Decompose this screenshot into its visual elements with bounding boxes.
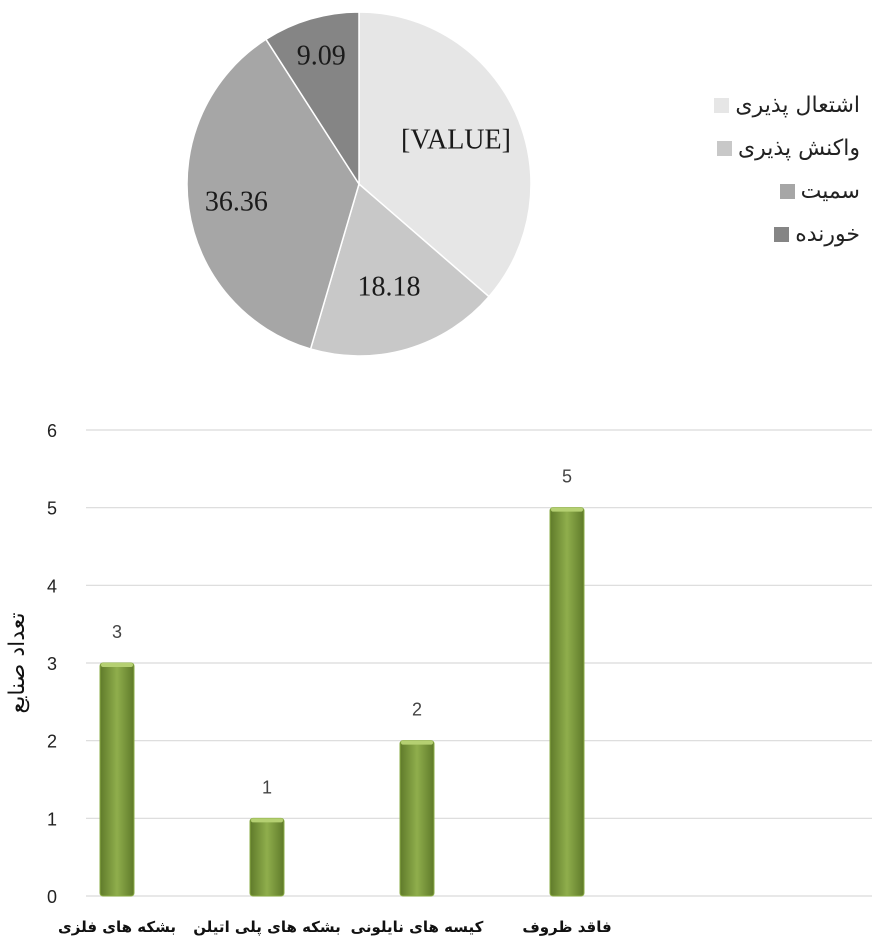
bar-cap [251, 818, 283, 823]
pie-data-label: 18.18 [358, 271, 421, 302]
legend-label: اشتعال پذیری [735, 93, 860, 118]
legend-item: سمیت [640, 170, 860, 213]
y-tick-label: 5 [47, 499, 57, 519]
bar-chart: 0 1 2 3 4 5 6 تعداد صنایع 3 بشکه های فلزی 1 بشکه ها… [5, 421, 872, 937]
pie-chart: [VALUE] 18.18 36.36 9.09 [186, 11, 532, 357]
legend-item: اشتعال پذیری [640, 84, 860, 127]
pie-slice [309, 182, 491, 357]
legend-label: واکنش پذیری [737, 136, 860, 161]
legend-label: خورنده [795, 222, 860, 247]
legend-swatch [716, 141, 732, 156]
legend-swatch [774, 227, 790, 242]
y-tick-label: 4 [47, 576, 57, 596]
legend-swatch [779, 184, 795, 199]
pie-legend: اشتعال پذیری واکنش پذیری سمیت خورنده [640, 84, 860, 256]
legend-item: واکنش پذیری [640, 127, 860, 170]
bar [399, 740, 435, 897]
x-category-label: بشکه های فلزی [58, 918, 176, 936]
bar [549, 507, 585, 897]
y-tick-label: 6 [47, 421, 57, 441]
legend-swatch [714, 98, 730, 113]
pie-slice [264, 11, 360, 187]
x-category-label: بشکه های پلی اتیلن [193, 918, 341, 937]
pie-data-label: [VALUE] [401, 125, 511, 156]
bar-data-label: 1 [262, 777, 272, 797]
y-axis-title: تعداد صنایع [5, 612, 30, 713]
y-tick-label: 3 [47, 654, 57, 674]
pie-slice [358, 11, 532, 298]
pie-slice [186, 38, 360, 350]
bar-data-label: 3 [112, 622, 122, 642]
bar [99, 662, 135, 897]
bar-cap [101, 663, 133, 667]
pie-data-label: 9.09 [297, 40, 346, 71]
x-category-label: کیسه های نایلونی [351, 918, 484, 936]
y-tick-label: 2 [47, 732, 57, 752]
y-tick-label: 0 [47, 887, 57, 907]
legend-label: سمیت [800, 179, 860, 204]
y-tick-label: 1 [47, 809, 57, 829]
bar-cap [551, 507, 583, 512]
bar-data-label: 2 [412, 700, 422, 720]
bar-data-label: 5 [562, 467, 572, 487]
bar [249, 817, 285, 897]
pie-data-label: 36.36 [205, 187, 268, 218]
bar-cap [401, 740, 433, 745]
x-category-label: فاقد ظروف [522, 918, 611, 936]
legend-item: خورنده [640, 213, 860, 256]
